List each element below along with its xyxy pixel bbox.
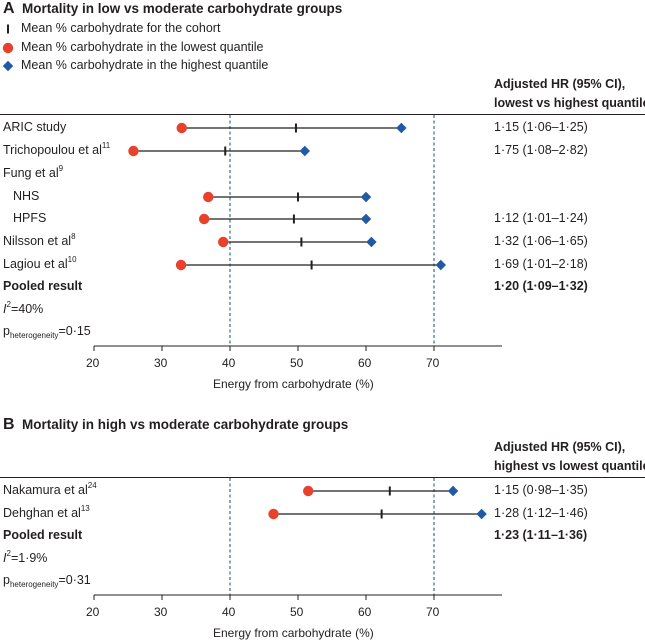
x-tick-label: 50 <box>290 605 304 619</box>
highest-quantile-marker <box>447 485 459 497</box>
hr-value: 1·28 (1·12–1·46) <box>494 506 588 520</box>
row-label: HPFS <box>13 211 47 225</box>
hr-value: 1·15 (1·06–1·25) <box>494 120 588 134</box>
row-label: ARIC study <box>3 120 67 134</box>
legend-circle-marker <box>2 42 14 54</box>
row-label: Nakamura et al24 <box>3 481 97 498</box>
panel-b-hr-header-line2: highest vs lowest quantile <box>494 459 645 473</box>
lowest-quantile-marker <box>175 259 187 271</box>
lowest-quantile-marker <box>268 508 279 520</box>
hr-value: 1·32 (1·06–1·65) <box>494 234 588 248</box>
i2-stat: I2=1·9% <box>3 549 48 566</box>
x-tick-label: 70 <box>426 605 440 619</box>
panel-a-hr-header-line1: Adjusted HR (95% CI), <box>494 77 626 91</box>
x-tick-label: 70 <box>426 356 440 370</box>
x-tick-label: 20 <box>86 605 100 619</box>
panel-b-header-rule <box>0 477 645 478</box>
panel-a-hr-header-line2: lowest vs highest quantile <box>494 96 645 110</box>
legend-circle-label: Mean % carbohydrate in the lowest quanti… <box>21 40 264 54</box>
lowest-quantile-marker <box>218 236 229 248</box>
pooled-result-label: Pooled result <box>3 279 83 293</box>
p-heterogeneity-stat: pheterogeneity=0·15 <box>3 324 91 340</box>
x-axis-title: Energy from carbohydrate (%) <box>213 377 374 391</box>
highest-quantile-marker <box>476 508 487 520</box>
row-label: Nilsson et al8 <box>3 232 76 249</box>
x-axis-title: Energy from carbohydrate (%) <box>213 626 374 640</box>
hr-value: 1·15 (0·98–1·35) <box>494 483 588 497</box>
panel-a-letter: A <box>3 0 15 17</box>
p-heterogeneity-stat: pheterogeneity=0·31 <box>3 573 91 589</box>
x-tick-label: 40 <box>222 356 236 370</box>
lowest-quantile-marker <box>198 213 210 225</box>
lowest-quantile-marker <box>176 122 187 134</box>
highest-quantile-marker <box>360 213 372 225</box>
panel-a-title: Mortality in low vs moderate carbohydrat… <box>22 1 343 16</box>
pooled-result-label: Pooled result <box>3 528 83 542</box>
lowest-quantile-marker <box>128 145 139 157</box>
highest-quantile-marker <box>396 122 407 134</box>
panel-b-hr-header: Adjusted HR (95% CI), highest vs lowest … <box>494 438 645 476</box>
highest-quantile-marker <box>366 236 377 248</box>
row-label: Trichopoulou et al11 <box>3 141 111 158</box>
x-tick-label: 40 <box>222 605 236 619</box>
pooled-hr-value: 1·20 (1·09–1·32) <box>494 279 588 293</box>
highest-quantile-marker <box>299 145 310 157</box>
legend-tick-label: Mean % carbohydrate for the cohort <box>21 21 221 35</box>
hr-value: 1·69 (1·01–2·18) <box>494 257 588 271</box>
x-tick-label: 60 <box>358 605 372 619</box>
x-tick-label: 30 <box>154 356 168 370</box>
x-tick-label: 20 <box>86 356 100 370</box>
panel-b-letter: B <box>3 416 15 433</box>
highest-quantile-marker <box>360 191 372 203</box>
pooled-hr-value: 1·23 (1·11–1·36) <box>494 528 588 542</box>
row-label: Dehghan et al13 <box>3 504 90 521</box>
panel-b-title: Mortality in high vs moderate carbohydra… <box>22 417 349 432</box>
row-label: Fung et al9 <box>3 164 64 181</box>
x-tick-label: 60 <box>358 356 372 370</box>
x-tick-label: 50 <box>290 356 304 370</box>
highest-quantile-marker <box>435 259 446 271</box>
legend-diamond-label: Mean % carbohydrate in the highest quant… <box>21 58 269 72</box>
legend-diamond-marker <box>2 60 14 72</box>
x-tick-label: 30 <box>154 605 168 619</box>
row-label: NHS <box>13 189 40 203</box>
i2-stat: I2=40% <box>3 300 44 317</box>
panel-a-hr-header: Adjusted HR (95% CI), lowest vs highest … <box>494 75 645 113</box>
lowest-quantile-marker <box>303 485 314 497</box>
hr-value: 1·75 (1·08–2·82) <box>494 143 588 157</box>
hr-value: 1·12 (1·01–1·24) <box>494 211 588 225</box>
lowest-quantile-marker <box>203 191 214 203</box>
panel-b-hr-header-line1: Adjusted HR (95% CI), <box>494 440 626 454</box>
row-label: Lagiou et al10 <box>3 255 77 272</box>
panel-a-header-rule <box>0 114 645 115</box>
